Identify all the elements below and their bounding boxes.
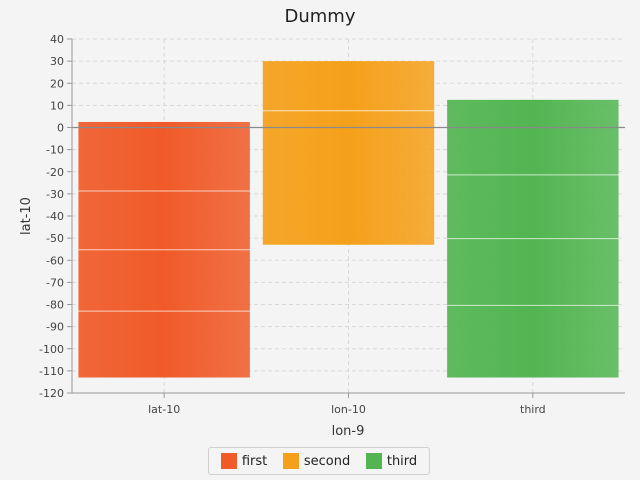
x-tick-label: lon-10	[331, 403, 366, 416]
y-tick-label: 30	[50, 55, 64, 68]
bar-second[interactable]	[262, 61, 435, 245]
y-tick-label: -120	[39, 387, 64, 400]
y-tick-label: -90	[46, 321, 64, 334]
legend-swatch	[282, 453, 299, 469]
legend-swatch	[365, 453, 382, 469]
legend-label: second	[303, 453, 351, 469]
y-tick-label: 0	[57, 122, 64, 135]
y-tick-label: 20	[50, 77, 64, 90]
y-tick-label: -30	[46, 188, 64, 201]
legend-item-third[interactable]: third	[365, 453, 418, 469]
x-tick-label: third	[520, 403, 546, 416]
legend-item-first[interactable]: first	[220, 453, 268, 469]
y-tick-label: -100	[39, 343, 64, 356]
legend-item-second[interactable]: second	[282, 453, 351, 469]
axis-layer: -120-110-100-90-80-70-60-50-40-30-20-100…	[39, 33, 625, 416]
y-tick-label: -110	[39, 365, 64, 378]
y-tick-label: 40	[50, 33, 64, 46]
y-axis-label: lat-10	[19, 197, 34, 235]
legend-swatch	[220, 453, 237, 469]
y-tick-label: -10	[46, 144, 64, 157]
legend: first second third	[208, 447, 430, 475]
bar-layer	[78, 61, 619, 378]
chart-title: Dummy	[284, 6, 356, 27]
x-tick-label: lat-10	[148, 403, 180, 416]
y-tick-label: -70	[46, 276, 64, 289]
legend-label: third	[386, 453, 418, 469]
y-tick-label: -50	[46, 232, 64, 245]
legend-label: first	[241, 453, 268, 469]
y-tick-label: -60	[46, 254, 64, 267]
y-tick-label: 10	[50, 99, 64, 112]
y-tick-label: -40	[46, 210, 64, 223]
y-tick-label: -20	[46, 166, 64, 179]
y-tick-label: -80	[46, 299, 64, 312]
x-axis-label: lon-9	[332, 424, 365, 439]
